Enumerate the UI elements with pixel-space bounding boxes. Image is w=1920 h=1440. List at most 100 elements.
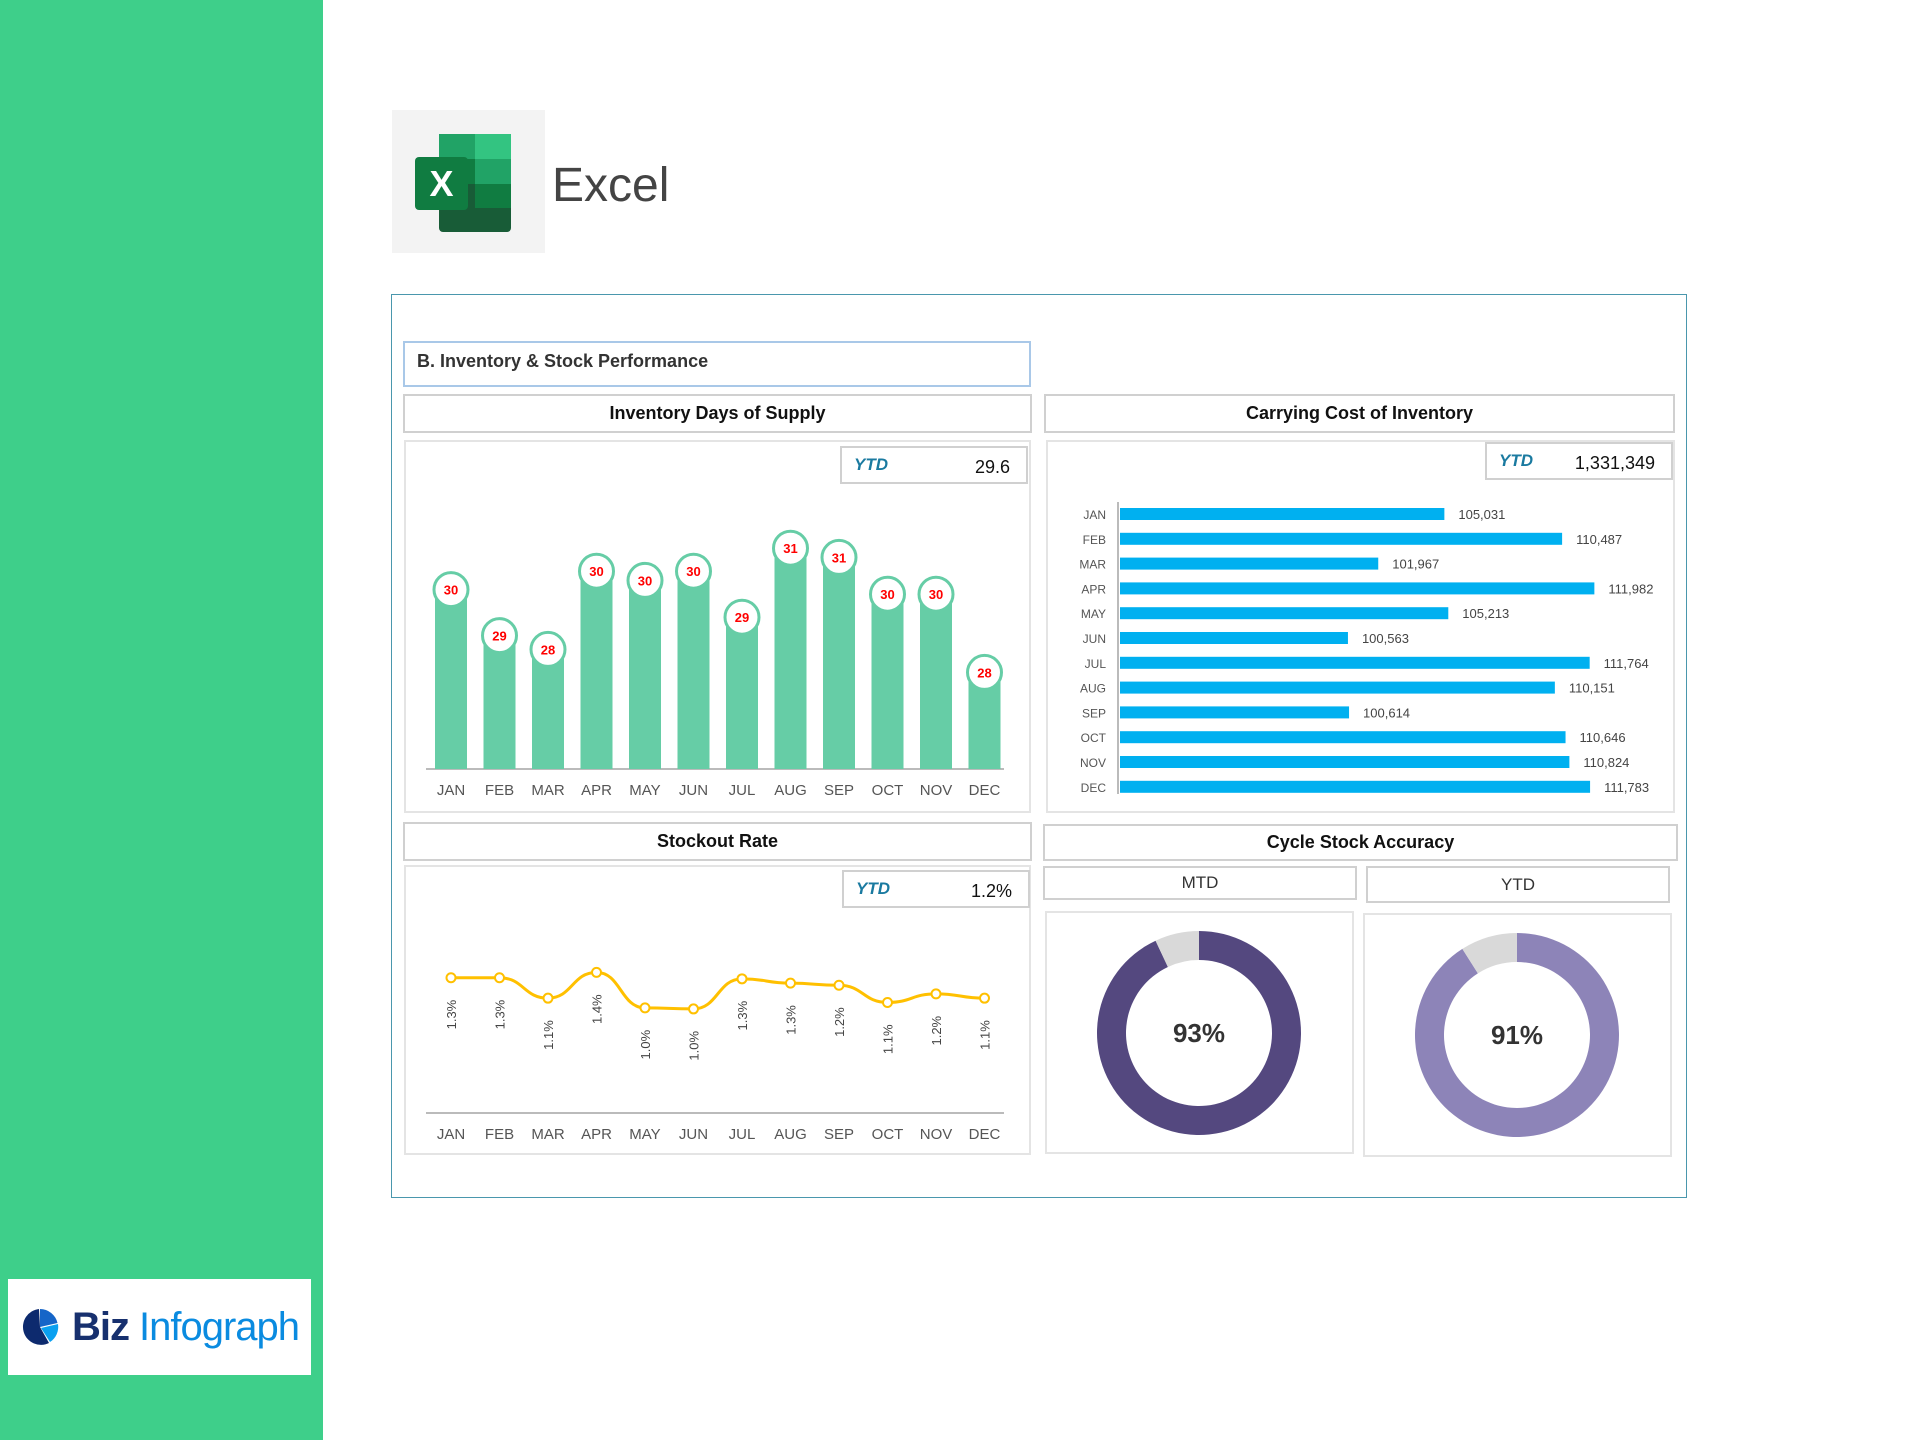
- ytd-value: 1,331,349: [1574, 453, 1655, 473]
- data-label-bubble: [917, 575, 955, 613]
- inventory-days-chart: 30 JAN 29 FEB 28 MAR 30 APR 30 MAY 30 JUN 29 JUL 31 AUG…: [404, 440, 1031, 813]
- x-tick-label: JUN: [679, 1126, 708, 1143]
- data-label: 30: [880, 587, 894, 602]
- inventory-days-ytd: YTD 29.6: [840, 446, 1028, 484]
- mtd-tab: MTD: [1043, 866, 1357, 900]
- data-point: [736, 973, 748, 985]
- bar: [1120, 632, 1348, 644]
- y-tick-label: DEC: [1081, 781, 1107, 795]
- stockout-chart: 1.3% JAN 1.3% FEB 1.1% MAR 1.4% APR 1.0% MAY 1.0% J…: [404, 865, 1031, 1155]
- data-label: 1.0%: [638, 1029, 653, 1059]
- data-label-bubble: [626, 561, 664, 599]
- data-label: 1.3%: [493, 999, 508, 1029]
- x-tick-label: JUL: [729, 1126, 756, 1143]
- x-tick-label: APR: [581, 782, 612, 799]
- dashboard-frame: [391, 294, 1687, 1198]
- data-label: 111,982: [1608, 581, 1653, 596]
- inventory-days-header: Inventory Days of Supply: [403, 394, 1032, 433]
- data-point: [542, 992, 554, 1004]
- data-point: [930, 988, 942, 1000]
- data-label-bubble: [578, 552, 615, 590]
- x-tick-label: JUL: [729, 782, 756, 799]
- x-tick-label: OCT: [872, 1126, 904, 1143]
- data-label-bubble: [820, 538, 858, 576]
- data-label: 110,151: [1569, 681, 1615, 696]
- x-tick-label: FEB: [485, 1126, 514, 1143]
- logo-text-biz: Biz: [72, 1304, 130, 1349]
- x-tick-label: MAR: [531, 782, 565, 799]
- data-label: 111,764: [1604, 656, 1649, 671]
- data-label: 1.1%: [978, 1020, 993, 1050]
- y-tick-label: NOV: [1080, 756, 1106, 770]
- y-tick-label: SEP: [1082, 706, 1106, 720]
- x-tick-label: MAR: [531, 1126, 565, 1143]
- data-point: [591, 966, 602, 978]
- column-bar: [726, 617, 758, 769]
- x-tick-label: NOV: [920, 782, 953, 799]
- data-label: 110,646: [1580, 730, 1626, 745]
- carrying-cost-chart: 105,031 JAN 110,487 FEB 101,967 MAR 111,982 APR…: [1046, 440, 1675, 813]
- data-label: 31: [783, 541, 797, 556]
- x-tick-label: FEB: [485, 782, 514, 799]
- column-bar: [677, 571, 710, 769]
- data-point: [785, 977, 796, 989]
- x-tick-label: SEP: [824, 1126, 854, 1143]
- section-title: B. Inventory & Stock Performance: [403, 341, 1031, 387]
- donut-center-label: 93%: [1173, 1018, 1225, 1048]
- bar: [1120, 681, 1555, 694]
- data-label: 110,487: [1576, 532, 1622, 547]
- x-tick-label: SEP: [824, 782, 854, 799]
- data-point: [688, 1003, 699, 1015]
- y-tick-label: JUL: [1085, 657, 1107, 671]
- data-label: 1.3%: [784, 1005, 799, 1035]
- biz-infograph-logo: Biz Infograph: [8, 1279, 311, 1375]
- data-label: 1.2%: [929, 1015, 944, 1045]
- x-tick-label: JUN: [679, 782, 708, 799]
- data-point: [445, 972, 457, 984]
- ytd-label: YTD: [854, 455, 888, 474]
- x-tick-label: OCT: [872, 782, 904, 799]
- x-tick-label: DEC: [969, 1126, 1001, 1143]
- data-label-bubble: [723, 598, 761, 636]
- bar: [1120, 582, 1595, 595]
- data-label: 100,563: [1362, 631, 1409, 646]
- bar: [1120, 756, 1570, 768]
- data-label: 1.1%: [881, 1024, 896, 1054]
- x-tick-label: MAY: [629, 1126, 660, 1143]
- data-point: [494, 972, 505, 984]
- data-label: 105,031: [1458, 507, 1505, 522]
- bar: [1120, 731, 1566, 744]
- ytd-label: YTD: [1499, 451, 1533, 470]
- data-label: 28: [977, 665, 991, 680]
- x-tick-label: AUG: [774, 782, 807, 799]
- y-tick-label: AUG: [1080, 682, 1106, 696]
- bar: [1120, 706, 1350, 719]
- donut-remainder-segment: [1155, 931, 1199, 967]
- y-tick-label: MAY: [1081, 607, 1106, 621]
- column-bar: [823, 557, 855, 769]
- data-label: 29: [735, 610, 749, 625]
- data-label: 110,824: [1583, 755, 1629, 770]
- bar: [1120, 607, 1449, 620]
- ytd-donut-box: 91%: [1363, 913, 1672, 1157]
- stockout-header: Stockout Rate: [403, 822, 1032, 861]
- ytd-tab: YTD: [1366, 866, 1670, 903]
- data-point: [979, 992, 990, 1004]
- x-tick-label: JAN: [437, 782, 465, 799]
- column-bar: [871, 594, 904, 769]
- ytd-label: YTD: [856, 879, 890, 898]
- data-label-bubble: [966, 653, 1003, 691]
- stockout-ytd: YTD 1.2%: [842, 870, 1030, 908]
- bar: [1120, 780, 1591, 793]
- data-point: [882, 996, 893, 1008]
- column-bar: [532, 649, 564, 769]
- column-bar: [774, 548, 807, 769]
- data-label: 1.2%: [832, 1007, 847, 1037]
- ytd-value: 29.6: [974, 457, 1010, 477]
- y-tick-label: OCT: [1081, 731, 1107, 745]
- x-tick-label: JAN: [437, 1126, 465, 1143]
- data-label: 29: [492, 629, 506, 644]
- data-label: 1.3%: [444, 999, 459, 1029]
- data-label: 1.0%: [687, 1030, 702, 1060]
- y-tick-label: FEB: [1083, 533, 1106, 547]
